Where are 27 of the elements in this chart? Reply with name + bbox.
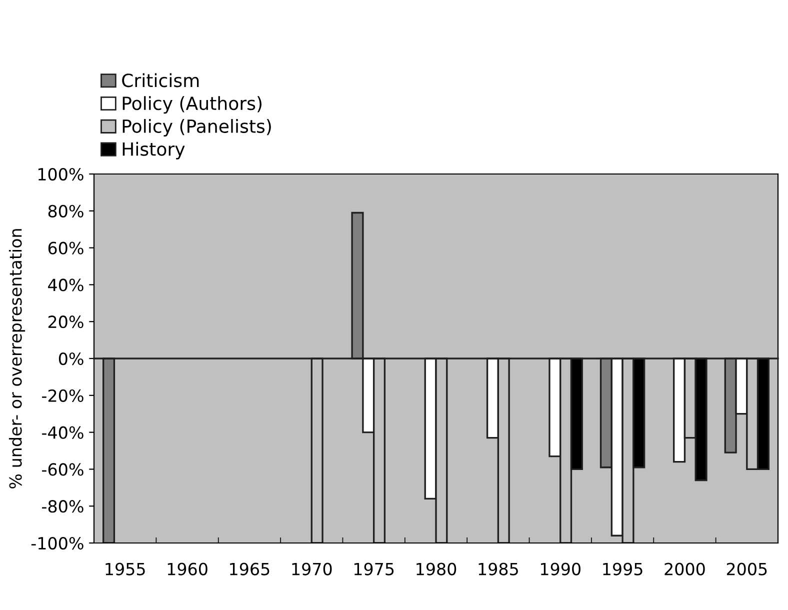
- y-tick-label: -80%: [42, 500, 84, 513]
- y-tick-label: -20%: [42, 389, 84, 402]
- x-tick-label: 1990: [540, 562, 580, 576]
- x-tick-label: 2005: [726, 562, 767, 576]
- y-tick-label: 0%: [58, 352, 84, 366]
- y-tick-label: 60%: [48, 242, 84, 254]
- x-tick-label: 1975: [354, 562, 394, 576]
- x-tick-label: 2000: [664, 562, 705, 576]
- x-tick-label: 1970: [292, 562, 332, 576]
- y-tick-label: 20%: [48, 316, 84, 328]
- x-tick-label: 1965: [230, 562, 270, 576]
- x-tick-label: 1995: [603, 562, 642, 576]
- y-tick-label: -60%: [42, 463, 84, 476]
- y-axis-title: % under- or overrepresentation: [8, 229, 26, 488]
- legend-label: Criticism: [122, 73, 199, 88]
- y-tick-label: 80%: [48, 204, 84, 218]
- y-tick-label: -40%: [42, 426, 84, 439]
- y-tick-label: 100%: [38, 168, 84, 181]
- legend-label: Policy (Panelists): [122, 119, 271, 137]
- legend-label: History: [122, 142, 185, 160]
- x-tick-label: 1985: [478, 562, 518, 576]
- y-tick-label: -100%: [31, 536, 84, 550]
- y-tick-label: 40%: [48, 278, 84, 292]
- x-tick-label: 1980: [416, 562, 456, 576]
- legend-label: Policy (Authors): [122, 96, 262, 114]
- x-tick-label: 1955: [106, 562, 145, 576]
- x-tick-label: 1960: [168, 562, 208, 576]
